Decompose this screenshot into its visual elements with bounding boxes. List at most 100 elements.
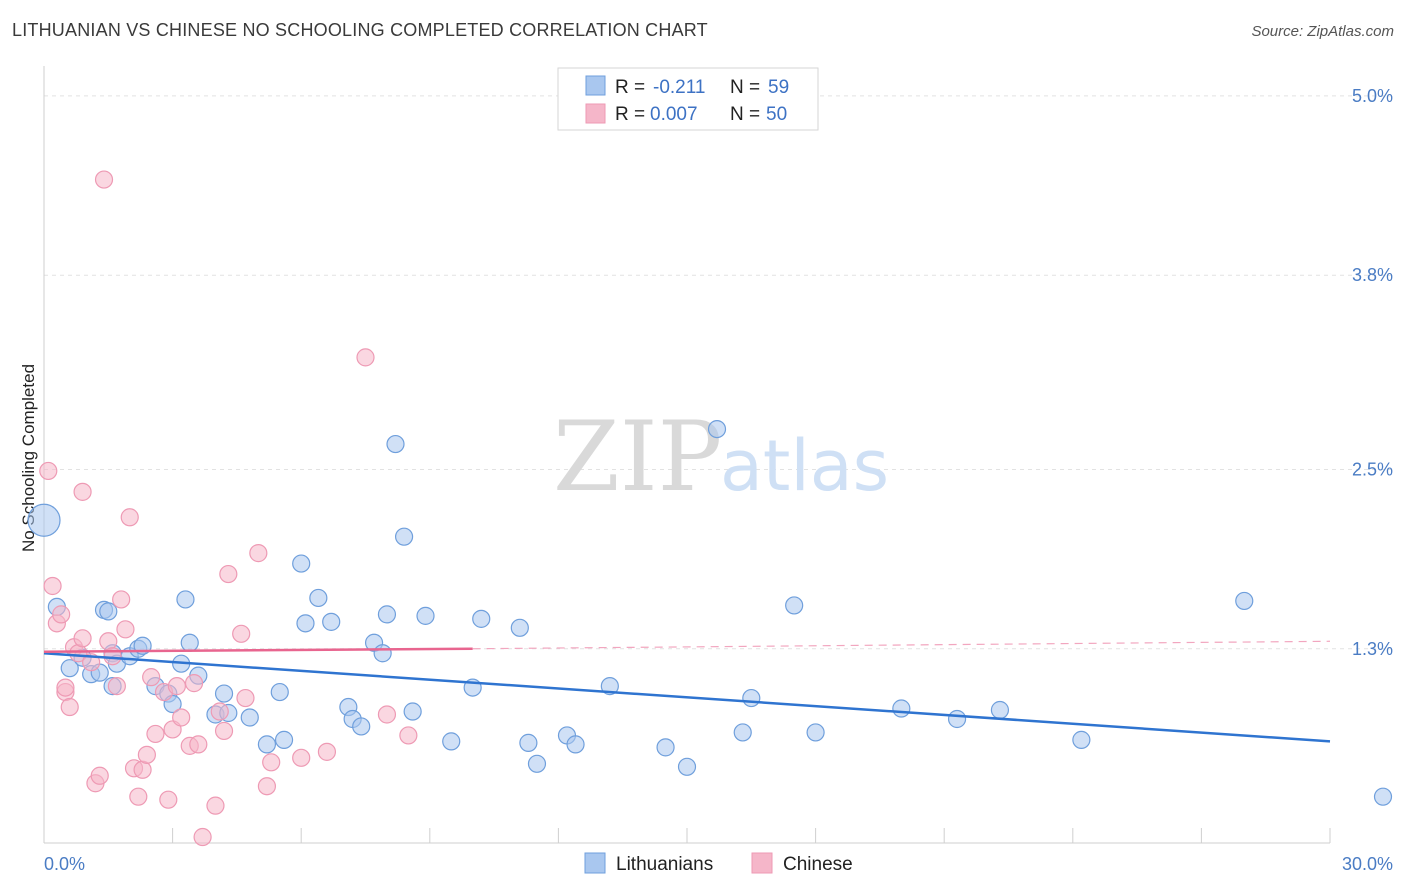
lithuanians-point xyxy=(785,596,804,615)
legend-r-value: 0.007 xyxy=(650,104,698,125)
chinese-point xyxy=(377,705,397,724)
trend-line-chinese xyxy=(43,647,473,653)
lithuanians-point xyxy=(510,618,529,637)
lithuanians-point xyxy=(1072,730,1091,749)
legend-r-value: -0.211 xyxy=(653,77,705,98)
lithuanians-point xyxy=(566,735,585,754)
data-points xyxy=(27,170,1393,847)
chinese-point xyxy=(206,796,225,815)
lithuanians-point xyxy=(892,699,911,718)
bottom-legend-label-chinese: Chinese xyxy=(783,854,853,875)
trend-line-chinese-extension xyxy=(472,640,1331,650)
chinese-point xyxy=(94,170,114,189)
legend-swatch-chinese xyxy=(585,103,606,124)
lithuanians-point xyxy=(733,723,752,742)
lithuanians-point xyxy=(707,419,727,439)
chinese-point xyxy=(219,564,238,584)
lithuanians-point xyxy=(296,614,315,633)
chinese-point xyxy=(73,629,92,648)
chinese-point xyxy=(52,605,71,624)
chinese-point xyxy=(73,482,92,501)
legend-n-value: 59 xyxy=(768,77,789,98)
chinese-point xyxy=(159,790,178,809)
chinese-point xyxy=(146,724,165,744)
lithuanians-point xyxy=(214,684,234,703)
lithuanians-point xyxy=(394,527,414,546)
chinese-point xyxy=(317,742,337,761)
chinese-point xyxy=(60,697,79,717)
bottom-legend-swatch-chinese xyxy=(751,852,773,874)
chinese-point xyxy=(232,624,251,643)
lithuanians-point xyxy=(442,732,461,751)
lithuanians-point xyxy=(352,717,371,736)
chinese-point xyxy=(257,777,277,796)
lithuanians-point xyxy=(600,677,619,696)
legend-n-label: N = xyxy=(730,77,760,98)
lithuanians-point xyxy=(386,434,405,454)
legend: R = -0.211 N = 59 R = 0.007 N = 50 xyxy=(557,67,819,131)
lithuanians-point xyxy=(240,708,259,727)
y-axis-label: No Schooling Completed xyxy=(19,364,38,552)
lithuanians-point xyxy=(472,609,491,628)
lithuanians-point xyxy=(274,730,294,749)
chinese-point xyxy=(193,827,212,847)
chinese-point xyxy=(142,668,161,687)
lithuanians-point xyxy=(377,605,397,624)
chinese-point xyxy=(43,576,62,596)
lithuanians-point xyxy=(677,757,697,776)
trend-line-lithuanians xyxy=(43,651,1331,743)
x-tick-label: 30.0% xyxy=(1342,854,1393,874)
chinese-point xyxy=(120,508,139,527)
chinese-point xyxy=(112,590,131,609)
chinese-point xyxy=(214,721,234,741)
chinese-point xyxy=(129,787,148,806)
lithuanians-point xyxy=(60,659,79,678)
watermark-atlas: atlas xyxy=(720,425,889,507)
lithuanians-point xyxy=(1373,787,1393,806)
lithuanians-point xyxy=(373,644,392,663)
lithuanians-point xyxy=(180,633,199,652)
lithuanians-point xyxy=(322,612,341,631)
lithuanians-point xyxy=(309,588,328,608)
legend-n-label: N = xyxy=(730,104,760,125)
chart-source: Source: ZipAtlas.com xyxy=(1251,23,1394,40)
y-tick-label: 2.5% xyxy=(1352,459,1393,479)
chinese-point xyxy=(90,766,109,785)
chinese-point xyxy=(133,760,152,779)
chinese-point xyxy=(116,620,135,639)
lithuanians-point xyxy=(990,700,1010,720)
chinese-point xyxy=(249,544,268,563)
watermark: ZIP atlas xyxy=(553,401,889,513)
lithuanians-point xyxy=(519,733,538,752)
lithuanians-point xyxy=(403,702,422,721)
lithuanians-point xyxy=(257,735,277,754)
gridlines xyxy=(44,95,1392,650)
bottom-legend: Lithuanians Chinese xyxy=(584,852,853,875)
lithuanians-point xyxy=(292,554,311,573)
trend-lines xyxy=(43,640,1331,743)
legend-r-label: R = xyxy=(615,77,645,98)
lithuanians-point xyxy=(27,503,61,537)
chinese-point xyxy=(262,753,281,772)
y-tick-label: 3.8% xyxy=(1352,265,1393,285)
watermark-zip: ZIP xyxy=(553,401,722,513)
lithuanians-point xyxy=(99,602,118,621)
chinese-point xyxy=(399,726,418,745)
chinese-point xyxy=(137,745,156,764)
y-tick-labels: 1.3% 2.5% 3.8% 5.0% xyxy=(1352,86,1393,659)
x-tick-label: 0.0% xyxy=(44,854,85,874)
chart-title: LITHUANIAN VS CHINESE NO SCHOOLING COMPL… xyxy=(12,20,708,40)
legend-r-label: R = xyxy=(615,104,645,125)
lithuanians-point xyxy=(416,606,435,625)
bottom-legend-swatch-lithuanians xyxy=(584,852,606,874)
chinese-point xyxy=(292,748,311,767)
chinese-point xyxy=(356,348,375,367)
lithuanians-point xyxy=(656,738,675,757)
y-tick-label: 1.3% xyxy=(1352,639,1393,659)
chinese-point xyxy=(210,702,229,721)
chinese-point xyxy=(56,678,75,697)
lithuanians-point xyxy=(176,590,195,609)
legend-n-value: 50 xyxy=(766,104,787,125)
x-ticks: 0.0% 30.0% xyxy=(43,828,1393,874)
